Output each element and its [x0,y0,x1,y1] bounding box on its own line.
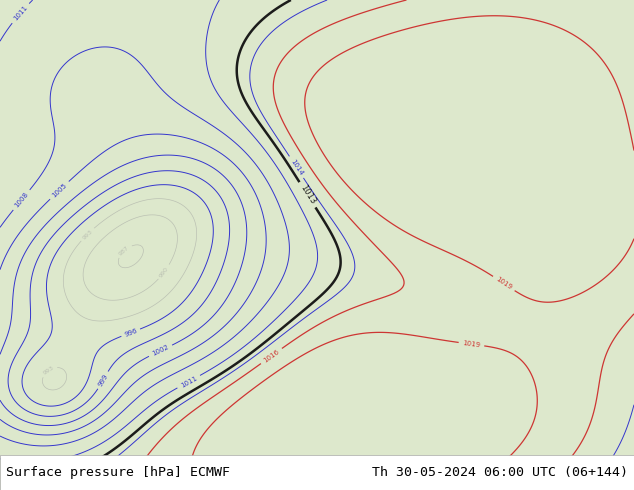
Text: 996: 996 [124,327,138,338]
Text: 1014: 1014 [586,473,602,490]
Text: 1011: 1011 [12,4,29,22]
Text: 987: 987 [119,245,131,257]
Text: 1016: 1016 [262,348,280,364]
Bar [0,455,634,490]
Text: 993: 993 [42,365,55,376]
Text: 1019: 1019 [495,276,513,291]
Text: 1016: 1016 [538,474,556,490]
Text: 1013: 1013 [298,183,317,206]
Text: Surface pressure [hPa] ECMWF: Surface pressure [hPa] ECMWF [6,466,230,479]
Text: 1008: 1008 [13,191,30,209]
Text: 1002: 1002 [151,344,170,357]
Text: 990: 990 [158,266,170,278]
Text: 1019: 1019 [462,340,481,348]
Text: 993: 993 [81,228,94,240]
Text: Th 30-05-2024 06:00 UTC (06+144): Th 30-05-2024 06:00 UTC (06+144) [372,466,628,479]
Text: 1011: 1011 [179,375,198,389]
Text: 1014: 1014 [289,158,304,176]
Text: 999: 999 [97,373,109,388]
Text: 1005: 1005 [51,182,68,198]
